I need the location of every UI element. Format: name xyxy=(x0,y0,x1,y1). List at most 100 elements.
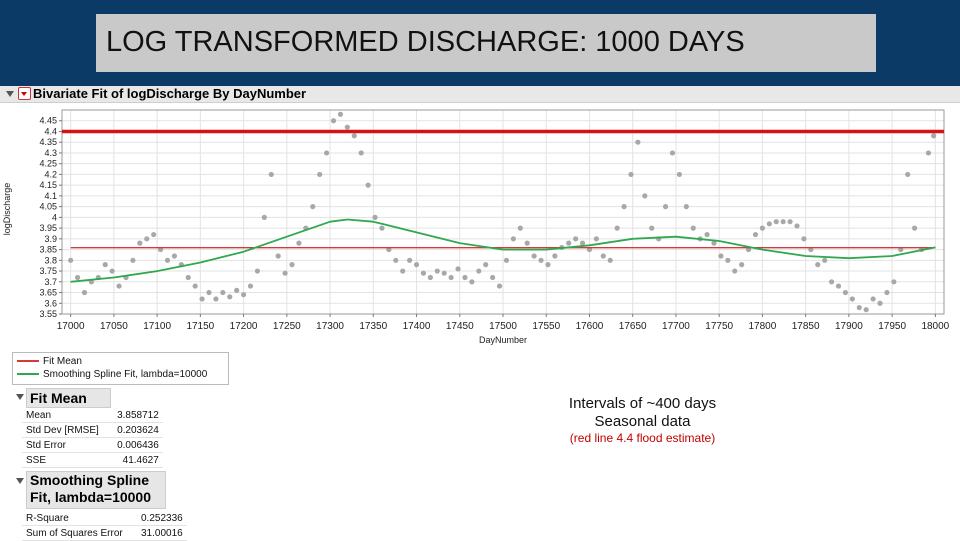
legend-item-fit-mean: Fit Mean xyxy=(17,356,82,369)
table-row: Mean 3.858712 xyxy=(22,408,163,423)
data-point xyxy=(351,133,357,139)
y-tick-label: 4.05 xyxy=(39,202,57,212)
data-point xyxy=(220,289,226,296)
data-point xyxy=(822,257,828,263)
data-point xyxy=(752,231,759,238)
data-point xyxy=(393,257,399,263)
data-point xyxy=(151,231,157,238)
x-tick-label: 17200 xyxy=(230,321,258,332)
y-tick-label: 4.4 xyxy=(44,126,57,136)
data-point xyxy=(870,296,876,302)
data-point xyxy=(759,225,766,231)
data-point xyxy=(407,257,413,263)
data-point xyxy=(566,240,572,246)
data-point xyxy=(330,118,337,124)
data-point xyxy=(856,304,862,311)
data-point xyxy=(863,307,869,313)
fit-mean-swatch xyxy=(17,360,39,363)
fit-mean-table: Mean 3.858712 Std Dev [RMSE] 0.203624 Std … xyxy=(22,408,163,468)
slide-title: LOG TRANSFORMED DISCHARGE: 1000 DAYS xyxy=(106,26,745,58)
y-tick-label: 4.2 xyxy=(44,169,57,179)
data-point xyxy=(413,262,420,268)
y-tick-label: 3.6 xyxy=(44,298,57,308)
data-point xyxy=(275,253,281,259)
data-point xyxy=(102,262,108,268)
x-tick-label: 17100 xyxy=(143,321,171,332)
y-tick-label: 3.95 xyxy=(39,223,57,233)
data-point xyxy=(794,223,800,229)
data-point xyxy=(925,150,932,156)
disclosure-triangle-icon[interactable] xyxy=(6,91,14,97)
data-point xyxy=(296,240,302,246)
data-point xyxy=(213,296,219,302)
stat-label: Std Error xyxy=(22,437,103,453)
fit-mean-header[interactable]: Fit Mean xyxy=(26,388,111,408)
data-point xyxy=(144,236,150,242)
data-point xyxy=(254,268,261,274)
report-header: Bivariate Fit of logDischarge By DayNumb… xyxy=(0,86,960,103)
x-tick-label: 17700 xyxy=(662,321,690,332)
stat-value: 31.00016 xyxy=(126,525,187,541)
data-point xyxy=(912,225,918,231)
data-point xyxy=(877,300,883,306)
data-point xyxy=(379,225,385,231)
y-tick-label: 4.25 xyxy=(39,159,57,169)
y-tick-label: 3.55 xyxy=(39,309,57,319)
data-point xyxy=(766,221,772,227)
y-tick-label: 4.3 xyxy=(44,148,57,158)
spline-header[interactable]: Smoothing Spline Fit, lambda=10000 xyxy=(26,471,166,509)
data-point xyxy=(739,262,745,268)
data-points xyxy=(68,111,937,313)
stat-label: Std Dev [RMSE] xyxy=(22,422,103,438)
x-tick-label: 17050 xyxy=(100,321,128,332)
data-point xyxy=(600,253,606,259)
section-title: Fit Mean xyxy=(30,390,87,406)
data-point xyxy=(337,111,344,117)
data-point xyxy=(683,204,689,210)
data-point xyxy=(725,257,731,263)
disclosure-triangle-icon[interactable] xyxy=(16,394,24,400)
x-tick-label: 18000 xyxy=(921,321,949,332)
data-point xyxy=(801,236,807,242)
red-triangle-menu-icon[interactable] xyxy=(18,87,31,100)
data-point xyxy=(247,283,254,289)
data-point xyxy=(462,274,468,281)
x-tick-label: 17150 xyxy=(186,321,214,332)
y-tick-label: 4.35 xyxy=(39,137,57,147)
x-tick-label: 17750 xyxy=(705,321,733,332)
section-subtitle: Fit, lambda=10000 xyxy=(30,489,152,505)
y-tick-label: 3.75 xyxy=(39,266,57,276)
data-point xyxy=(130,257,136,263)
x-tick-label: 17400 xyxy=(403,321,431,332)
data-point xyxy=(621,204,627,210)
data-point xyxy=(732,268,738,274)
data-point xyxy=(573,236,579,242)
data-point xyxy=(137,240,143,246)
y-tick-label: 4.1 xyxy=(44,191,57,201)
data-point xyxy=(690,225,696,231)
data-point xyxy=(842,289,849,296)
annotation: Intervals of ~400 days Seasonal data (re… xyxy=(520,395,765,445)
data-point xyxy=(81,289,88,296)
data-point xyxy=(538,257,544,263)
x-tick-label: 17350 xyxy=(359,321,387,332)
bivariate-plot: 3.553.63.653.73.753.83.853.93.9544.054.1… xyxy=(2,109,950,345)
data-point xyxy=(884,289,890,296)
table-row: Std Error 0.006436 xyxy=(22,437,163,453)
data-point xyxy=(282,270,288,276)
data-point xyxy=(593,236,599,242)
data-point xyxy=(448,274,454,281)
data-point xyxy=(372,214,378,220)
spline-swatch xyxy=(17,373,39,376)
data-point xyxy=(503,257,510,263)
y-tick-label: 4.45 xyxy=(39,116,57,126)
x-tick-label: 17900 xyxy=(835,321,863,332)
data-point xyxy=(441,270,447,276)
data-point xyxy=(365,182,371,188)
disclosure-triangle-icon[interactable] xyxy=(16,478,24,484)
x-tick-label: 17850 xyxy=(792,321,820,332)
data-point xyxy=(718,253,724,259)
plot-grid xyxy=(62,110,944,315)
y-tick-label: 3.85 xyxy=(39,245,57,255)
data-point xyxy=(773,219,779,225)
